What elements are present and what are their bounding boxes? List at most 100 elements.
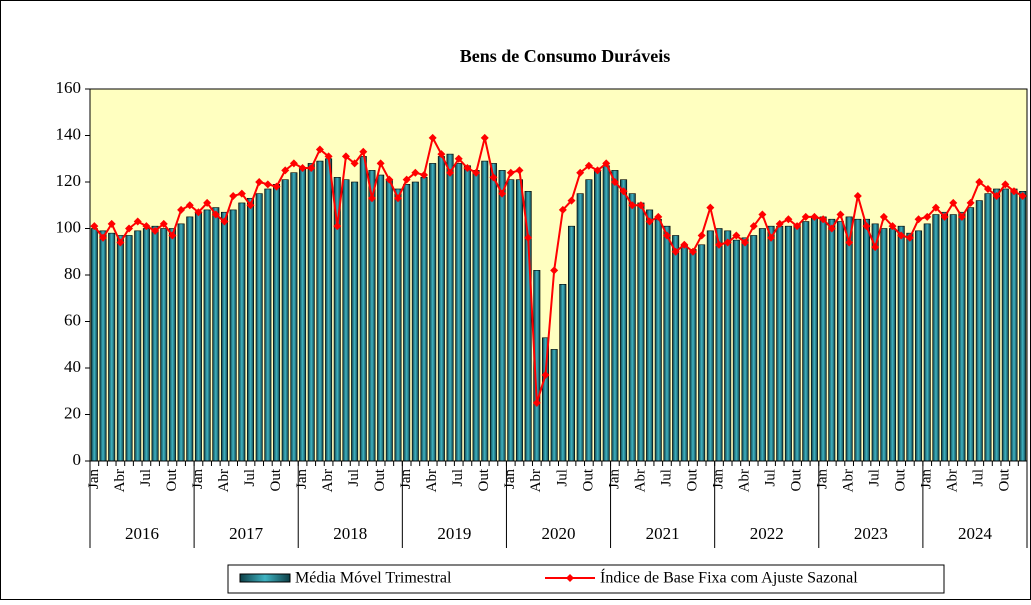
marker — [411, 168, 420, 177]
marker — [992, 191, 1001, 200]
marker — [333, 222, 342, 231]
bar — [932, 214, 940, 462]
bar — [715, 228, 723, 462]
marker — [393, 194, 402, 203]
bar — [975, 200, 983, 462]
bar — [351, 181, 359, 462]
marker — [498, 189, 507, 198]
year-label: 2024 — [958, 524, 993, 543]
bar — [594, 170, 602, 462]
bar — [758, 228, 766, 462]
bar — [680, 244, 688, 462]
bar — [750, 235, 758, 462]
year-label: 2023 — [854, 524, 888, 543]
bar — [177, 223, 185, 462]
marker — [567, 196, 576, 205]
marker — [871, 243, 880, 252]
bar — [1019, 191, 1027, 462]
bar — [1001, 188, 1009, 462]
marker — [1009, 187, 1018, 196]
x-tick-label: Jul — [554, 469, 570, 487]
bar — [802, 221, 810, 462]
x-tick-label: Out — [164, 468, 180, 491]
marker — [315, 145, 324, 154]
marker — [784, 215, 793, 224]
marker — [350, 159, 359, 168]
bar — [871, 223, 879, 462]
marker — [879, 212, 888, 221]
bar — [160, 228, 168, 462]
bar — [576, 193, 584, 462]
x-tick-label: Abr — [632, 469, 648, 492]
marker — [931, 203, 940, 212]
bar — [550, 349, 558, 462]
bar — [125, 235, 133, 462]
legend: Média Móvel Trimestral Índice de Base Fix… — [227, 564, 945, 594]
bar — [168, 228, 176, 462]
bar — [116, 235, 124, 462]
bar — [463, 165, 471, 462]
marker — [819, 215, 828, 224]
marker — [827, 224, 836, 233]
marker — [680, 240, 689, 249]
bar — [732, 239, 740, 462]
x-tick-label: Jul — [867, 469, 883, 487]
bar — [741, 237, 749, 462]
bar — [941, 211, 949, 462]
marker — [298, 164, 307, 173]
x-tick-label: Jan — [710, 469, 726, 489]
bar — [429, 163, 437, 462]
marker — [272, 182, 281, 191]
bar — [108, 232, 116, 462]
marker — [402, 175, 411, 184]
marker — [706, 203, 715, 212]
marker — [905, 233, 914, 242]
bar — [359, 156, 367, 462]
bar — [229, 209, 237, 462]
marker — [949, 198, 958, 207]
bar — [273, 184, 281, 462]
bar — [767, 225, 775, 462]
bar — [385, 179, 393, 462]
bar — [342, 179, 350, 462]
marker — [671, 247, 680, 256]
marker — [420, 171, 429, 180]
bar — [299, 167, 307, 462]
marker — [654, 212, 663, 221]
marker — [862, 222, 871, 231]
bar — [403, 184, 411, 462]
year-label: 2019 — [437, 524, 471, 543]
marker — [472, 168, 481, 177]
marker — [853, 191, 862, 200]
bar — [923, 223, 931, 462]
year-label: 2017 — [229, 524, 264, 543]
x-tick-label: Abr — [424, 469, 440, 492]
y-tick-label: 160 — [56, 78, 82, 97]
bar — [906, 232, 914, 462]
bar — [134, 230, 142, 462]
marker — [810, 212, 819, 221]
marker — [645, 217, 654, 226]
bar — [724, 230, 732, 462]
x-tick-label: Jul — [346, 469, 362, 487]
bar — [819, 216, 827, 462]
y-tick-label: 20 — [64, 403, 81, 422]
year-label: 2021 — [646, 524, 680, 543]
x-tick-label: Jan — [919, 469, 935, 489]
legend-label: Índice de Base Fixa com Ajuste Sazonal — [600, 568, 858, 587]
y-tick-label: 80 — [64, 264, 81, 283]
x-tick-label: Abr — [528, 469, 544, 492]
x-tick-label: Jul — [658, 469, 674, 487]
marker — [99, 233, 108, 242]
bar — [984, 193, 992, 462]
y-tick-label: 100 — [56, 217, 82, 236]
x-tick-label: Out — [997, 468, 1013, 491]
x-tick-label: Jul — [242, 469, 258, 487]
marker — [194, 208, 203, 217]
bar — [99, 230, 107, 462]
marker — [1018, 191, 1027, 200]
bar — [784, 225, 792, 462]
bar — [889, 228, 897, 462]
bar — [915, 230, 923, 462]
marker — [263, 180, 272, 189]
